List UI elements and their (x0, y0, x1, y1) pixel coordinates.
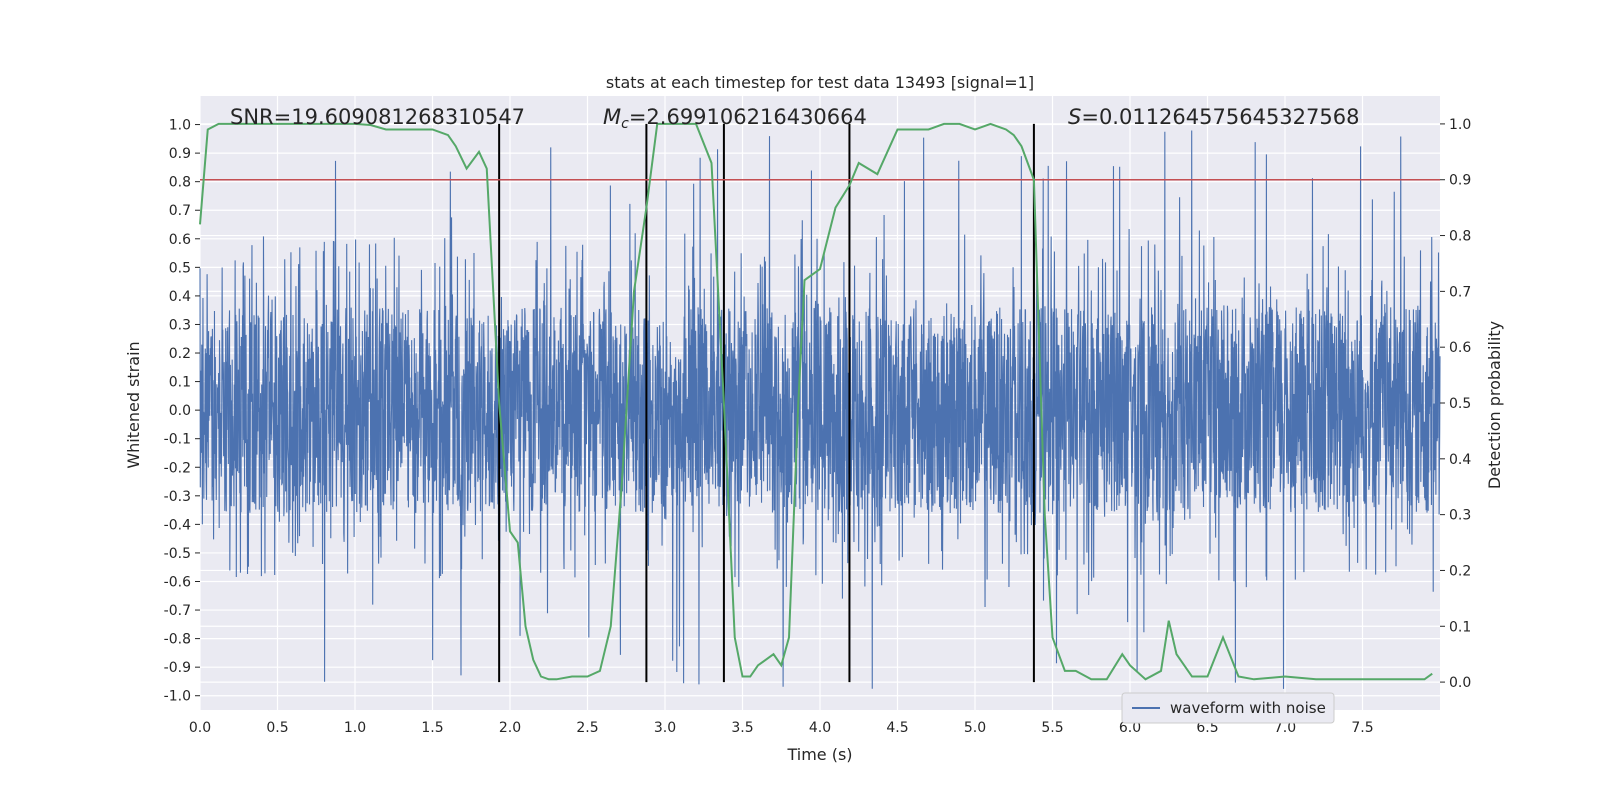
y-tick-label: -0.9 (164, 660, 191, 676)
legend-label-waveform: waveform with noise (1170, 699, 1326, 717)
y2-tick-label: 0.0 (1449, 675, 1471, 691)
y-tick-label: -0.4 (164, 517, 191, 533)
x-axis-label: Time (s) (786, 745, 852, 764)
y2-tick-label: 0.6 (1449, 340, 1471, 356)
y-tick-label: 0.4 (169, 289, 191, 305)
y-tick-label: -1.0 (164, 689, 191, 705)
x-tick-label: 1.0 (344, 720, 366, 736)
y-tick-label: -0.3 (164, 489, 191, 505)
y-tick-label: 0.2 (169, 346, 191, 362)
y-tick-label: 0.6 (169, 232, 191, 248)
y2-tick-label: 0.2 (1449, 563, 1471, 579)
x-tick-label: 0.5 (266, 720, 288, 736)
legend-box (1121, 692, 1335, 724)
y-tick-label: 0.0 (169, 403, 191, 419)
y2-tick-label: 0.5 (1449, 396, 1471, 412)
s-annotation: S=0.011264575645327568 (1068, 105, 1359, 129)
mc-annotation-value: =2.699106216430664 (629, 105, 867, 129)
waveform-series (199, 130, 1441, 689)
s-annotation-value: =0.011264575645327568 (1081, 105, 1359, 129)
snr-annotation: SNR=19.609081268310547 (230, 105, 525, 129)
chart-title: stats at each timestep for test data 134… (606, 73, 1034, 92)
x-tick-label: 7.0 (1274, 720, 1296, 736)
y2-tick-label: 1.0 (1449, 117, 1471, 133)
y2-tick-label: 0.1 (1449, 619, 1471, 635)
y-tick-label: 0.7 (169, 203, 191, 219)
y-tick-label: -0.8 (164, 632, 191, 648)
x-tick-label: 1.5 (421, 720, 443, 736)
y-tick-label: 0.1 (169, 375, 191, 391)
x-tick-label: 3.0 (654, 720, 676, 736)
x-tick-label: 6.0 (1119, 720, 1141, 736)
y2-tick-label: 0.7 (1449, 284, 1471, 300)
y-tick-label: 0.9 (169, 146, 191, 162)
y-tick-label: -0.1 (164, 432, 191, 448)
waveform-line (199, 130, 1441, 689)
y-tick-label: 0.8 (169, 175, 191, 191)
y2-axis-label: Detection probability (1485, 321, 1504, 489)
y-tick-label: -0.6 (164, 574, 191, 590)
y2-tick-label: 0.4 (1449, 452, 1471, 468)
y2-tick-label: 0.3 (1449, 508, 1471, 524)
x-tick-label: 5.0 (964, 720, 986, 736)
y-tick-label: -0.7 (164, 603, 191, 619)
mc-annotation-subscript: c (621, 116, 629, 132)
x-tick-label: 4.0 (809, 720, 831, 736)
x-tick-label: 2.0 (499, 720, 521, 736)
y-tick-label: 0.3 (169, 317, 191, 333)
x-tick-label: 7.5 (1351, 720, 1373, 736)
probability-line (199, 122, 1433, 681)
y-tick-label: 0.5 (169, 260, 191, 276)
y-tick-label: 1.0 (169, 118, 191, 134)
y2-tick-label: 0.8 (1449, 229, 1471, 245)
legend: waveform with noise (1121, 692, 1335, 724)
x-tick-label: 4.5 (886, 720, 908, 736)
y-axis-label: Whitened strain (124, 341, 143, 468)
x-tick-label: 5.5 (1041, 720, 1063, 736)
probability-series (199, 122, 1433, 681)
x-tick-label: 2.5 (576, 720, 598, 736)
mc-annotation: Mc=2.699106216430664 (603, 105, 867, 132)
mc-annotation-symbol: M (603, 105, 621, 129)
y2-tick-label: 0.9 (1449, 173, 1471, 189)
x-tick-label: 3.5 (731, 720, 753, 736)
y-tick-label: -0.5 (164, 546, 191, 562)
s-annotation-symbol: S (1068, 105, 1081, 129)
y-tick-label: -0.2 (164, 460, 191, 476)
tick-labels: 0.0 0.5 1.0 1.5 2.0 2.5 3.0 3.5 4.0 4.5 5.0 5.5 6.0 6… (164, 117, 1472, 736)
x-tick-label: 6.5 (1196, 720, 1218, 736)
x-tick-label: 0.0 (189, 720, 211, 736)
